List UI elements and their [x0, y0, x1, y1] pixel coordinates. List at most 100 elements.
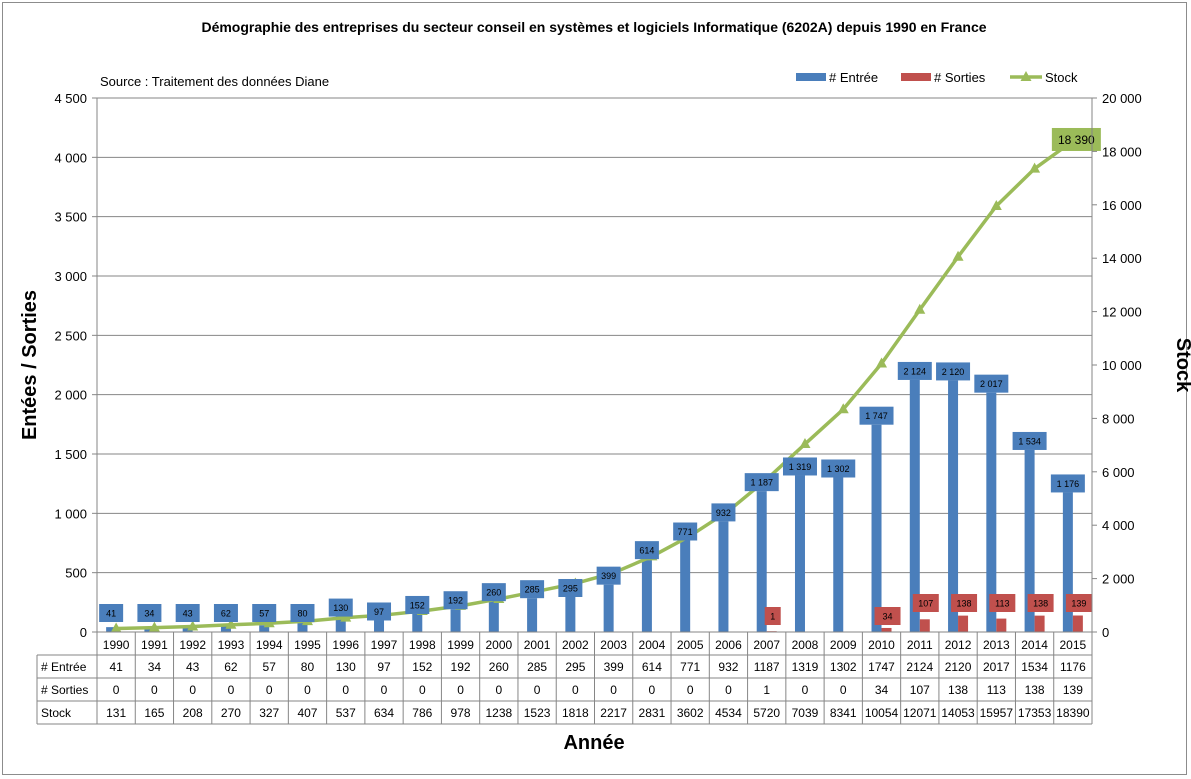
table-cell: 295: [565, 660, 585, 674]
table-cell: 0: [151, 683, 158, 697]
table-row-header: # Sorties: [41, 683, 88, 697]
table-cell: 327: [259, 706, 279, 720]
y-right-tick-label: 16 000: [1102, 198, 1142, 213]
table-cell: 1523: [524, 706, 551, 720]
x-tick-label: 1992: [179, 638, 206, 652]
x-axis-title: Année: [563, 732, 624, 754]
table-cell: 634: [374, 706, 394, 720]
table-cell: 113: [987, 683, 1006, 697]
table-cell: 0: [228, 683, 235, 697]
entree-data-label-box: [936, 362, 971, 381]
entree-data-label: 2 017: [980, 379, 1003, 389]
y-left-tick-label: 3 000: [54, 269, 87, 284]
sorties-data-label: 34: [883, 612, 893, 622]
entree-data-label-box: [481, 583, 506, 602]
x-tick-label: 2012: [945, 638, 972, 652]
table-cell: 10054: [865, 706, 899, 720]
table-cell: 0: [534, 683, 541, 697]
table-cell: 18390: [1056, 706, 1090, 720]
stock-marker: [876, 357, 888, 368]
table-cell: 0: [572, 683, 579, 697]
entree-data-label: 130: [333, 603, 348, 613]
entree-data-label: 285: [525, 585, 540, 595]
y-left-tick-label: 1 000: [54, 506, 87, 521]
table-cell: 165: [144, 706, 164, 720]
bar-entree: [794, 475, 805, 632]
bar-entree: [335, 616, 346, 632]
x-tick-label: 1999: [447, 638, 474, 652]
table-cell: 97: [377, 660, 391, 674]
table-cell: 1319: [792, 660, 819, 674]
y-axis-left-title: Entées / Sorties: [19, 290, 41, 440]
table-cell: 2017: [983, 660, 1010, 674]
y-left-tick-label: 2 500: [54, 328, 87, 343]
entree-data-label-box: [673, 522, 698, 541]
stock-marker: [225, 618, 237, 629]
y-right-tick-label: 4 000: [1102, 518, 1135, 533]
y-left-tick-label: 1 500: [54, 447, 87, 462]
stock-marker: [263, 617, 275, 628]
sorties-data-label: 139: [1071, 599, 1086, 609]
bar-entree: [450, 609, 461, 632]
bar-entree: [871, 424, 882, 632]
table-cell: 34: [148, 660, 162, 674]
legend: # Entrée # Sorties Stock: [796, 70, 1078, 85]
table-cell: 12071: [903, 706, 937, 720]
stock-marker: [110, 622, 122, 633]
entree-data-label: 1 302: [827, 464, 850, 474]
bar-sorties: [958, 615, 969, 632]
entree-data-label: 97: [374, 607, 384, 617]
table-cell: 8341: [830, 706, 857, 720]
legend-swatch: [901, 73, 931, 81]
table-cell: 0: [113, 683, 120, 697]
sorties-data-label-box: [764, 607, 781, 625]
stock-line: [116, 139, 1074, 631]
bar-sorties: [1072, 615, 1083, 632]
x-tick-label: 1990: [103, 638, 130, 652]
stock-marker: [952, 250, 964, 261]
x-tick-label: 1991: [141, 638, 168, 652]
sorties-data-label-box: [1027, 594, 1054, 612]
table-cell: 131: [106, 706, 126, 720]
entree-data-label-box: [596, 566, 621, 585]
bar-sorties: [996, 618, 1007, 632]
table-cell: 0: [342, 683, 349, 697]
table-cell: 41: [109, 660, 123, 674]
bar-entree: [182, 626, 193, 632]
table-cell: 208: [183, 706, 203, 720]
table-cell: 4534: [715, 706, 742, 720]
table-cell: 0: [419, 683, 426, 697]
stock-marker: [837, 403, 849, 414]
table-cell: 2120: [945, 660, 972, 674]
entree-data-label-box: [99, 604, 124, 622]
x-tick-label: 2013: [983, 638, 1010, 652]
table-cell: 14053: [941, 706, 975, 720]
table-cell: 1818: [562, 706, 589, 720]
x-tick-label: 2003: [600, 638, 627, 652]
entree-data-label: 2 124: [904, 366, 927, 376]
table-cell: 0: [725, 683, 732, 697]
bar-entree: [833, 477, 844, 632]
table-cell: 0: [687, 683, 694, 697]
sorties-data-label: 1: [770, 612, 775, 622]
entree-data-label-box: [367, 602, 392, 621]
bar-entree: [527, 598, 538, 632]
entree-data-label: 43: [183, 609, 193, 619]
entree-data-label: 62: [221, 609, 231, 619]
bar-entree: [412, 613, 423, 632]
stock-marker: [914, 303, 926, 314]
sorties-data-label: 138: [957, 599, 972, 609]
sorties-data-label: 138: [1033, 599, 1048, 609]
bar-entree: [488, 601, 499, 632]
entree-data-label-box: [137, 604, 162, 622]
legend-marker: [1020, 71, 1032, 81]
stock-end-label-box: [1051, 127, 1101, 151]
table-cell: 192: [451, 660, 471, 674]
stock-end-label: 18 390: [1058, 133, 1095, 147]
table-cell: 138: [948, 683, 968, 697]
table-cell: 1534: [1021, 660, 1048, 674]
table-cell: 1: [763, 683, 770, 697]
legend-label: # Entrée: [829, 70, 878, 85]
bar-entree: [565, 596, 576, 632]
sorties-data-label-box: [874, 607, 901, 625]
